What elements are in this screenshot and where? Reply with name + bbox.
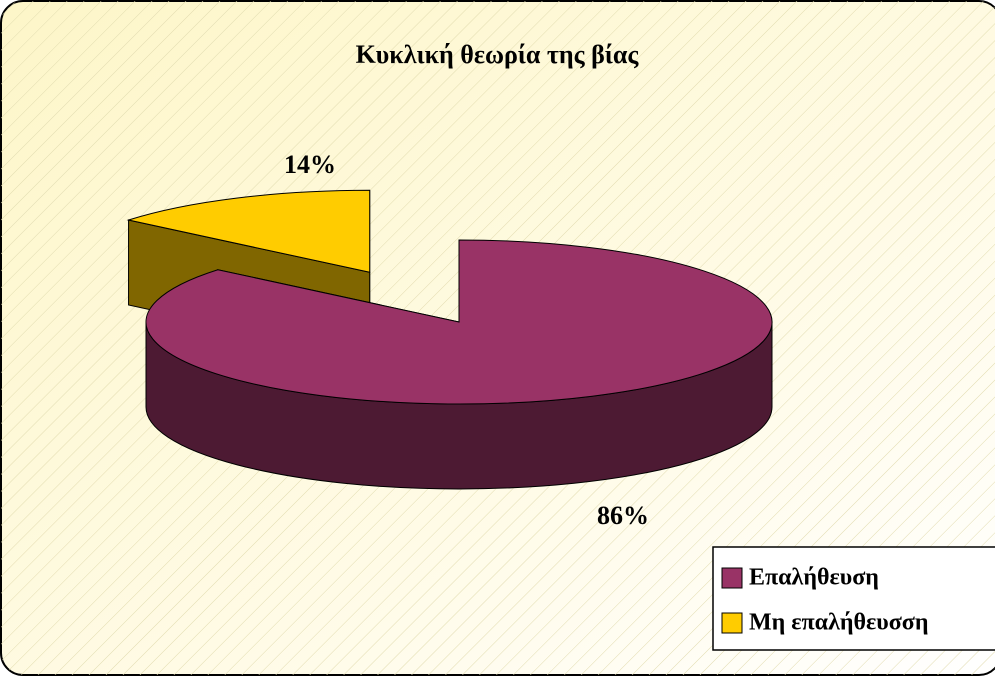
legend: Επαλήθευση Μη επαλήθευσση: [712, 546, 995, 651]
pie: [126, 189, 773, 490]
legend-label: Μη επαλήθευσση: [749, 610, 928, 636]
chart-title: Κυκλική θεωρία της βίας: [356, 40, 640, 69]
legend-box: [712, 546, 995, 651]
legend-swatch: [721, 612, 743, 634]
data-label: 14%: [284, 150, 336, 179]
legend-label: Επαλήθευση: [749, 565, 879, 591]
legend-swatch: [721, 567, 743, 589]
slice-top: [126, 189, 371, 273]
slice-top: [145, 239, 773, 405]
data-label: 86%: [597, 501, 649, 530]
